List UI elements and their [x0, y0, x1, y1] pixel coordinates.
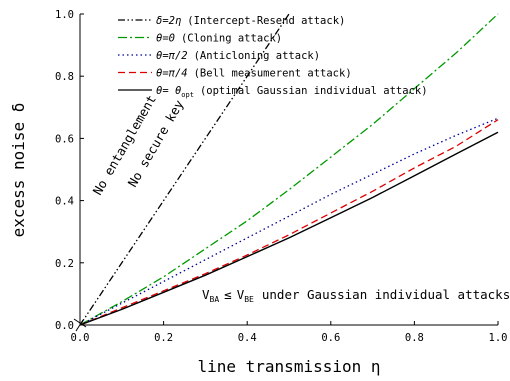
y-axis-label: excess noise δ [9, 103, 28, 238]
condition-le: ≤ [224, 287, 232, 302]
x-tick-label: 1.0 [489, 332, 508, 344]
y-tick-label: 0.2 [55, 258, 74, 270]
legend-label: (Cloning attack) [181, 33, 282, 45]
series-line-1 [79, 13, 499, 326]
legend-entry-0: δ=2η (Intercept-Resend attack) [156, 15, 345, 27]
legend-prefix: δ=2η [156, 15, 181, 27]
x-ticks: 0.0 0.2 0.4 0.6 0.8 1.0 [71, 321, 508, 344]
y-tick-label: 0.8 [55, 71, 74, 83]
x-tick-label: 0.8 [405, 332, 424, 344]
legend-prefix: θ= θ [156, 85, 181, 97]
y-tick-label: 0.6 [55, 133, 74, 145]
legend-entry-4: θ= θopt (optimal Gaussian individual atta… [156, 85, 428, 99]
x-tick-label: 0.6 [321, 332, 340, 344]
legend-prefix: θ=π/4 [156, 68, 188, 80]
plot-frame [79, 14, 498, 326]
condition-tail: under Gaussian individual attacks [262, 287, 510, 302]
condition-annotation: VBA ≤ VBE under Gaussian individual attacks [202, 287, 510, 304]
legend-prefix: θ=π/2 [156, 50, 188, 62]
condition-v-be: V [237, 287, 245, 302]
series-line-3 [79, 119, 499, 326]
y-tick-label: 1.0 [55, 9, 74, 21]
legend-label: (optimal Gaussian individual attack) [200, 85, 428, 97]
x-tick-label: 0.2 [154, 332, 173, 344]
legend-entry-1: θ=0 (Cloning attack) [156, 33, 282, 45]
x-tick-label: 0.4 [238, 332, 257, 344]
y-tick-label: 0.0 [55, 320, 74, 332]
legend-entry-2: θ=π/2 (Anticloning attack) [156, 50, 320, 62]
series-layer [79, 13, 499, 326]
y-ticks: 0.0 0.2 0.4 0.6 0.8 1.0 [55, 9, 84, 332]
x-tick-label: 0.0 [71, 332, 90, 344]
condition-v-ba: V [202, 287, 210, 302]
y-tick-label: 0.4 [55, 196, 74, 208]
legend-label: (Bell measumerent attack) [194, 68, 352, 80]
legend-label: (Intercept-Resend attack) [187, 15, 345, 27]
legend-prefix: θ=0 [156, 33, 175, 45]
condition-sub-be: BE [244, 295, 254, 304]
legend-entry-3: θ=π/4 (Bell measumerent attack) [156, 68, 352, 80]
x-axis-label: line transmission η [197, 357, 380, 376]
legend: δ=2η (Intercept-Resend attack) θ=0 (Cloning… [118, 15, 428, 99]
condition-sub-ba: BA [210, 295, 220, 304]
legend-subscript: opt [181, 91, 194, 99]
series-line-4 [79, 131, 499, 326]
series-line-0 [79, 13, 290, 326]
legend-label: (Anticloning attack) [194, 50, 320, 62]
